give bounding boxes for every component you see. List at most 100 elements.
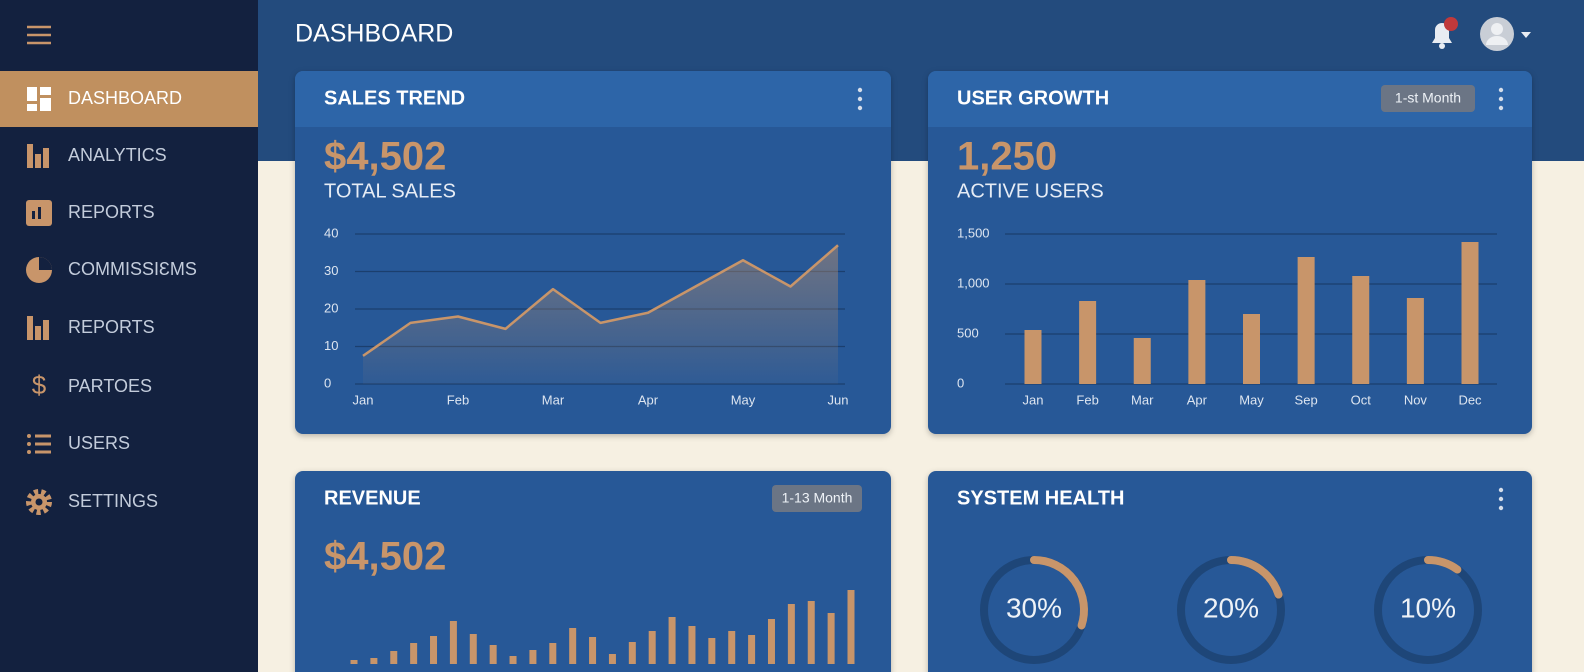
bar (1188, 280, 1206, 384)
gauge-label: 10% (1400, 592, 1456, 623)
icon (35, 154, 41, 168)
y-tick-label: 40 (324, 225, 338, 240)
nav-label: DASHBOARD (68, 88, 182, 108)
icon (43, 320, 49, 340)
x-tick-label: Jan (353, 392, 374, 407)
card-title: USER GROWTH (957, 87, 1109, 109)
caption: ACTIVE USERS (957, 180, 1104, 202)
nav-item[interactable]: USERS (27, 433, 130, 454)
bar (1352, 276, 1370, 384)
x-tick-label: May (731, 392, 756, 407)
gauge-label: 20% (1203, 592, 1259, 623)
x-tick-label: Oct (1351, 392, 1372, 407)
menu-dot (1498, 487, 1504, 493)
card-title: SALES TREND (324, 87, 465, 109)
x-tick-label: Dec (1458, 392, 1482, 407)
nav-label: USERS (68, 433, 130, 453)
icon (40, 87, 51, 95)
nav-label: REPORTS (68, 202, 155, 222)
card-header (928, 111, 1532, 127)
caption: TOTAL SALES (324, 180, 456, 202)
bar (787, 604, 795, 664)
icon (40, 98, 51, 111)
icon (35, 498, 43, 506)
bar (668, 617, 676, 664)
gauge-arc (1227, 556, 1283, 599)
nav-item[interactable]: COMMISSIƐMS (26, 257, 197, 283)
bar (807, 601, 815, 664)
badge: 1-13 Month (782, 490, 853, 506)
nav-label: REPORTS (68, 317, 155, 337)
bar (628, 642, 636, 664)
nav-item[interactable]: DASHBOARD (27, 87, 182, 111)
x-tick-label: Sep (1295, 392, 1318, 407)
card-header (295, 111, 891, 127)
big-number: $4,502 (324, 135, 446, 179)
bar (430, 636, 438, 664)
bar (1406, 298, 1424, 384)
bar (1079, 301, 1097, 384)
menu-dot (1498, 505, 1504, 511)
x-tick-label: Apr (1187, 392, 1208, 407)
card-bg (928, 71, 1532, 434)
nav-label: PARTOES (68, 376, 152, 396)
nav-item[interactable]: REPORTS (27, 316, 155, 340)
bar (449, 621, 457, 664)
bar (350, 660, 358, 664)
nav-label: SETTINGS (68, 491, 158, 511)
y-tick-label: 1,500 (957, 225, 990, 240)
card-title: REVENUE (324, 487, 421, 509)
bar (370, 658, 378, 664)
nav-label: ANALYTICS (68, 145, 167, 165)
menu-dot (1498, 87, 1504, 93)
nav-item[interactable]: $ PARTOES (32, 370, 152, 400)
nav-item[interactable]: REPORTS (26, 200, 155, 226)
page-title: DASHBOARD (295, 20, 453, 48)
gauge-arc (1424, 556, 1462, 574)
card: REVENUE 1-13 Month $4,502 (295, 471, 891, 672)
big-number: 1,250 (957, 135, 1057, 179)
bar (589, 637, 597, 664)
gauge-arc (1030, 556, 1088, 630)
icon (43, 148, 49, 168)
bar (688, 626, 696, 664)
x-tick-label: Jun (828, 392, 849, 407)
nav-item[interactable]: SETTINGS (26, 489, 158, 515)
icon (27, 104, 37, 111)
bar (847, 590, 855, 664)
x-tick-label: Feb (1076, 392, 1098, 407)
icon (35, 326, 41, 340)
bar (569, 628, 577, 664)
bar (1297, 257, 1315, 384)
menu-icon[interactable] (27, 25, 51, 45)
line (362, 244, 839, 357)
nav-item[interactable]: ANALYTICS (27, 144, 167, 168)
y-tick-label: 0 (957, 375, 964, 390)
big-number: $4,502 (324, 535, 446, 579)
icon (27, 144, 33, 168)
area (363, 245, 838, 384)
y-tick-label: 30 (324, 263, 338, 278)
x-tick-label: May (1239, 392, 1264, 407)
bar (1133, 338, 1151, 384)
menu-dot (1498, 105, 1504, 111)
icon (27, 442, 31, 446)
bar (608, 654, 616, 664)
bar (509, 656, 517, 664)
menu-dot (857, 96, 863, 102)
gauge-label: 30% (1006, 592, 1062, 623)
icon (35, 450, 51, 454)
bar (748, 635, 756, 664)
icon (27, 434, 31, 438)
card-title: SYSTEM HEALTH (957, 487, 1124, 509)
avatar[interactable] (1480, 17, 1531, 51)
y-tick-label: 1,000 (957, 275, 990, 290)
bar (728, 631, 736, 664)
bar (469, 634, 477, 664)
x-tick-label: Apr (638, 392, 659, 407)
y-tick-label: 10 (324, 338, 338, 353)
bell[interactable] (1432, 17, 1458, 49)
badge: 1-st Month (1395, 90, 1461, 106)
bar (529, 650, 537, 664)
